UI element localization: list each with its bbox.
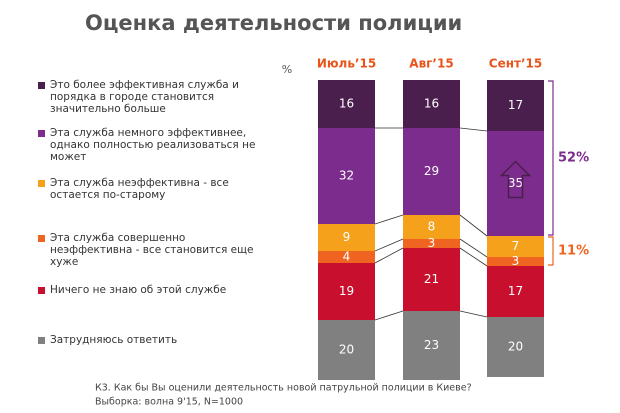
value-label: 23 [424,338,439,352]
connector [459,214,488,237]
connector [459,247,488,267]
connector [374,310,404,321]
connector [459,127,488,132]
legend-label: Ничего не знаю об этой службе [50,284,227,296]
value-label: 21 [424,272,439,286]
legend-marker [38,287,45,294]
annotation: 11% [558,244,589,259]
x-tick-label: Авг’15 [409,57,453,71]
bar-segment [318,263,375,320]
bar-segment [487,257,544,266]
value-label: 16 [424,97,439,111]
value-label: 29 [424,164,439,178]
brace [548,236,554,266]
value-label: 3 [428,236,436,250]
bar-segment [403,248,460,311]
connector [374,214,404,225]
legend-marker [38,130,45,137]
value-label: 8 [428,220,436,234]
trend-arrow [499,160,532,199]
connector [459,310,488,318]
footnote: Выборка: волна 9'15, N=1000 [95,397,243,408]
chart-title: Оценка деятельности полиции [85,11,462,35]
value-label: 20 [339,343,354,357]
legend-marker [38,180,45,187]
bar-segment [403,311,460,380]
legend-marker [38,82,45,89]
legend-label: Это более эффективная служба и порядка в… [50,79,239,115]
value-label: 7 [512,239,520,253]
legend-label: Эта служба неэффективна - все остается п… [50,177,229,201]
bar-segment [318,128,375,224]
bar-segment [487,236,544,257]
bar-segment [318,80,375,128]
annotation: 52% [558,151,589,166]
value-label: 16 [339,97,354,111]
value-label: 9 [343,230,351,244]
bar-segment [403,80,460,128]
x-tick-label: Сент’15 [489,57,542,71]
bar-segment [487,80,544,131]
brace [548,80,554,236]
legend-label: Эта служба совершенно неэффективна - все… [50,232,254,268]
bar-segment [318,224,375,251]
legend-marker [38,337,45,344]
connector [459,238,488,258]
bar-segment [403,215,460,239]
connector [374,247,404,264]
bar-segment [318,251,375,263]
value-label: 19 [339,284,354,298]
connector [374,238,404,252]
bar-segment [318,320,375,380]
value-label: 4 [343,250,351,264]
legend-marker [38,235,45,242]
unit-label: % [282,63,292,76]
value-label: 3 [512,254,520,268]
value-label: 17 [508,98,523,112]
x-tick-label: Июль’15 [317,57,376,71]
value-label: 17 [508,284,523,298]
bar-segment [487,317,544,377]
value-label: 20 [508,340,523,354]
value-label: 35 [508,176,523,190]
legend-label: Эта служба немного эффективнее, однако п… [50,127,256,163]
bar-segment [487,131,544,236]
footnote: К3. Как бы Вы оценили деятельность новой… [95,383,472,394]
value-label: 32 [339,169,354,183]
legend-label: Затрудняюсь ответить [50,334,178,346]
bar-segment [403,128,460,215]
bar-segment [403,239,460,248]
bar-segment [487,266,544,317]
